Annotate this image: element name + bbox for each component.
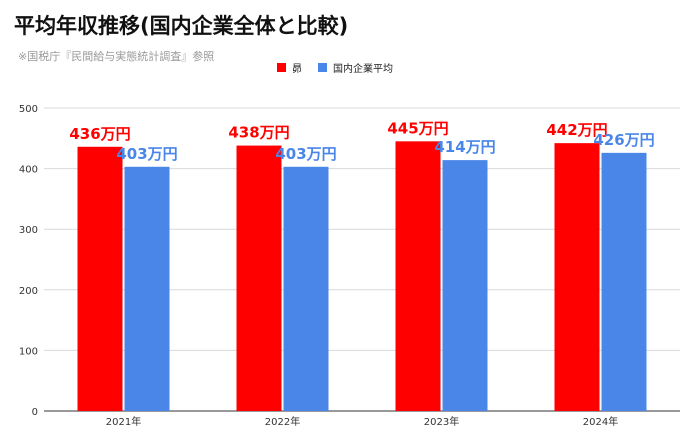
legend-item-series-2: 国内企業平均 (318, 60, 393, 75)
data-label-series-2-1: 403万円 (116, 145, 177, 163)
legend-label-series-1: 昴 (292, 64, 302, 75)
y-tick-label-5: 500 (19, 104, 38, 115)
data-label-series-1-3: 445万円 (387, 119, 448, 137)
bar-series-1-3 (395, 141, 441, 411)
x-tick-label-2: 2022年 (265, 415, 300, 428)
data-label-series-2-2: 403万円 (275, 145, 336, 163)
x-tick-label-3: 2023年 (424, 415, 459, 428)
y-tick-label-4: 400 (19, 165, 38, 176)
legend-label-series-2: 国内企業平均 (333, 64, 393, 75)
legend-swatch-series-2 (318, 63, 327, 72)
bar-series-1-1 (77, 146, 123, 411)
legend: 昴 国内企業平均 (277, 60, 409, 75)
y-tick-label-3: 300 (19, 225, 38, 236)
legend-item-series-1: 昴 (277, 60, 302, 75)
bar-series-1-2 (236, 145, 282, 411)
y-tick-label-1: 100 (19, 346, 38, 357)
x-tick-label-4: 2024年 (583, 415, 618, 428)
bar-series-1-4 (554, 143, 600, 411)
data-label-series-1-4: 442万円 (546, 121, 607, 139)
chart-title: 平均年収推移(国内企業全体と比較) (14, 14, 349, 38)
data-label-series-2-4: 426万円 (593, 131, 654, 149)
x-tick-label-1: 2021年 (106, 415, 141, 428)
bar-series-2-4 (601, 152, 647, 411)
data-label-series-2-3: 414万円 (434, 138, 495, 156)
bar-series-2-2 (283, 166, 329, 411)
bar-series-2-1 (124, 166, 170, 411)
chart-subtitle: ※国税庁『民間給与実態統計調査』参照 (18, 50, 215, 63)
y-tick-label-2: 200 (19, 286, 38, 297)
y-tick-label-0: 0 (32, 407, 38, 418)
data-label-series-1-1: 436万円 (69, 125, 130, 143)
legend-swatch-series-1 (277, 63, 286, 72)
bar-series-2-3 (442, 160, 488, 411)
data-label-series-1-2: 438万円 (228, 124, 289, 142)
